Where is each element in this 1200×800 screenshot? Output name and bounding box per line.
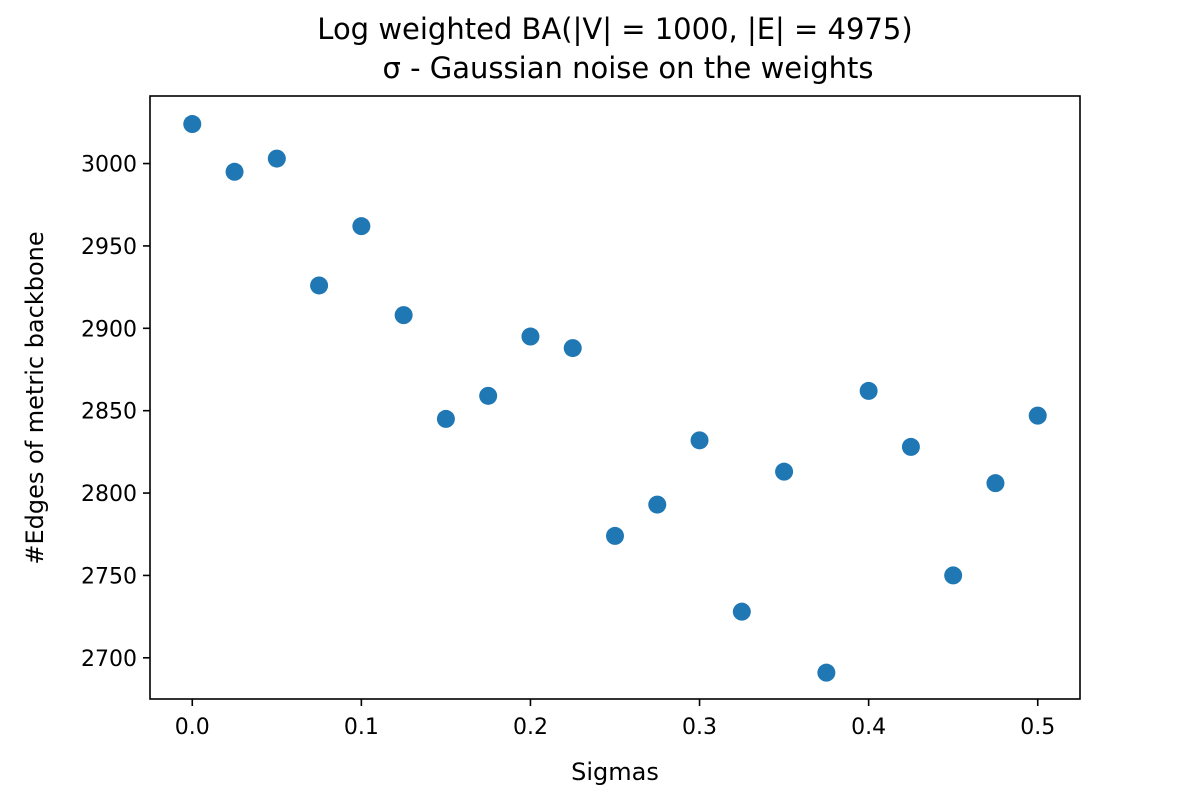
y-tick-label: 3000 [81, 153, 137, 178]
data-point [817, 663, 836, 682]
chart-subtitle: σ - Gaussian noise on the weights [383, 51, 874, 85]
scatter-points [183, 115, 1047, 682]
y-tick-label: 2950 [81, 235, 137, 260]
plot-frame [149, 95, 1081, 700]
data-point [648, 495, 667, 514]
y-tick-label: 2850 [81, 400, 137, 425]
data-point [944, 566, 963, 585]
y-tick-label: 2700 [81, 647, 137, 672]
y-tick-label: 2900 [81, 317, 137, 342]
data-point [436, 409, 455, 428]
data-point [352, 217, 371, 236]
axis-ticks: 0.0 0.1 0.2 0.3 0.4 0.5 2700 2750 2800 2850 2900 29… [81, 153, 1055, 740]
data-point [901, 437, 920, 456]
y-axis-label: #Edges of metric backbone [21, 231, 49, 564]
y-tick-label: 2800 [81, 482, 137, 507]
data-point [267, 149, 286, 168]
data-point [225, 162, 244, 181]
data-point [394, 306, 413, 325]
x-tick-label: 0.2 [513, 715, 548, 740]
data-point [775, 462, 794, 481]
x-tick-label: 0.4 [851, 715, 886, 740]
chart-title: Log weighted BA(|V| = 1000, |E| = 4975) [317, 12, 912, 46]
y-tick-label: 2750 [81, 564, 137, 589]
data-point [310, 276, 329, 295]
data-point [986, 474, 1005, 493]
data-point [521, 327, 540, 346]
x-tick-label: 0.1 [344, 715, 379, 740]
data-point [606, 526, 624, 545]
x-tick-label: 0.0 [175, 715, 210, 740]
data-point [183, 115, 202, 134]
data-point [563, 339, 582, 358]
data-point [859, 381, 878, 400]
x-axis-label: Sigmas [571, 758, 659, 786]
data-point [690, 431, 709, 450]
x-tick-label: 0.3 [682, 715, 717, 740]
data-point [732, 602, 751, 621]
data-point [1028, 406, 1047, 425]
data-point [479, 386, 498, 405]
x-tick-label: 0.5 [1020, 715, 1055, 740]
